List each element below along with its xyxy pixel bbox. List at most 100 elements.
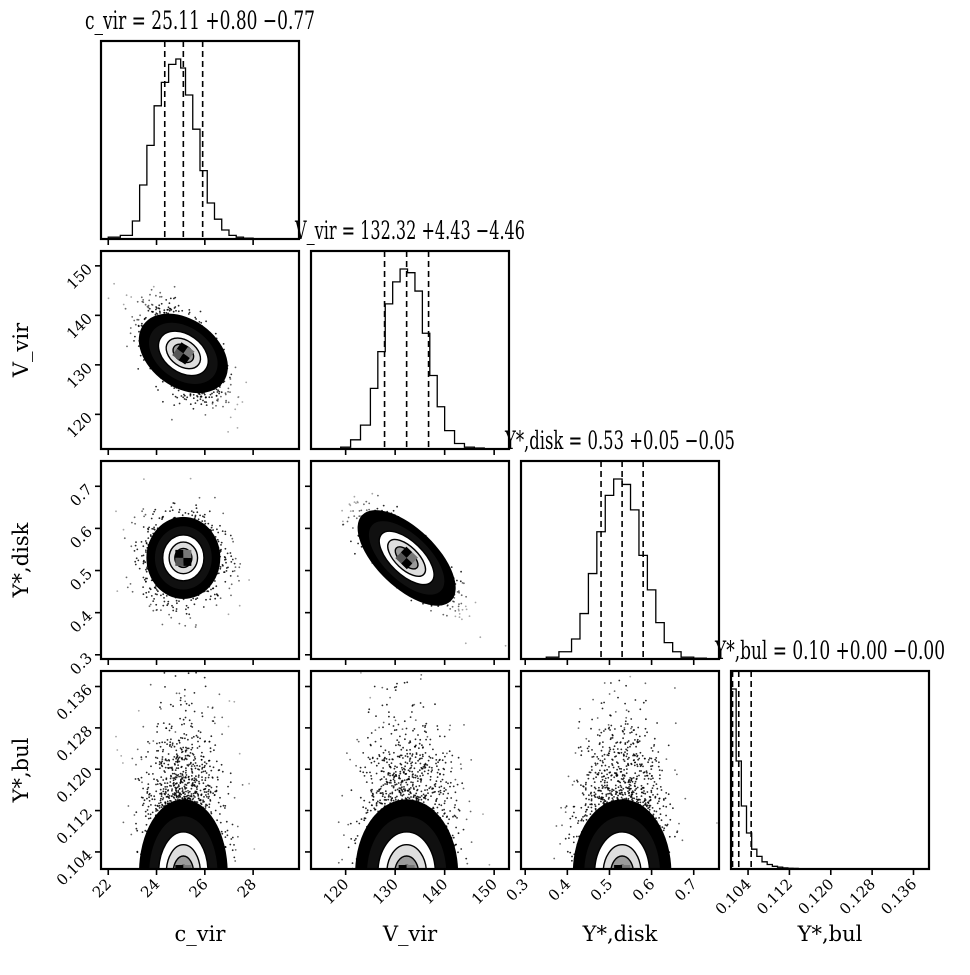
sample-point [185,776,187,778]
sample-point [230,535,232,537]
sample-point [179,403,181,405]
sample-point [195,598,197,600]
sample-point [201,771,203,773]
sample-point [225,402,227,404]
sample-point [124,537,126,539]
sample-point [203,796,205,798]
sample-point [208,789,210,791]
sample-point [211,393,213,395]
sample-point [228,402,230,404]
sample-point [113,283,115,285]
sample-point [171,419,173,421]
sample-point [224,571,226,573]
sample-point [160,746,162,748]
sample-point [187,607,189,609]
sample-point [163,763,165,765]
sample-point [155,757,157,759]
sample-point [193,408,195,410]
sample-point [174,286,176,288]
sample-point [142,299,144,301]
sample-point [143,563,145,565]
sample-point [469,615,471,617]
sample-point [197,396,199,398]
sample-point [204,779,206,781]
sample-point [145,756,147,758]
sample-point [221,391,223,393]
sample-point [155,295,157,297]
sample-point [222,530,224,532]
sample-point [393,510,395,512]
sample-point [158,304,160,306]
sample-point [230,561,232,563]
sample-point [383,505,385,507]
sample-point [171,726,173,728]
sample-point [176,602,178,604]
sample-point [211,525,213,527]
sample-point [152,600,154,602]
sample-point [202,799,204,801]
sample-point [161,518,163,520]
sample-point [212,588,214,590]
sample-point [146,543,148,545]
sample-point [123,529,125,531]
peak-bin-1 [183,558,191,566]
sample-point [239,753,241,755]
sample-point [180,697,182,699]
sample-point [226,570,228,572]
sample-point [173,756,175,758]
sample-point [166,595,168,597]
sample-point [194,603,196,605]
sample-point [230,374,232,376]
sample-point [137,301,139,303]
sample-point [208,774,210,776]
sample-point [146,792,148,794]
sample-point [205,599,207,601]
sample-point [116,590,118,592]
sample-point [195,762,197,764]
panel-frame [731,671,929,869]
sample-point [224,531,226,533]
sample-point [173,797,175,799]
sample-point [191,765,193,767]
sample-point [182,751,184,753]
sample-point [182,789,184,791]
sample-point [153,511,155,513]
sample-point [132,591,134,593]
sample-point [166,309,168,311]
sample-point [505,645,507,647]
sample-point [188,513,190,515]
sample-point [216,761,218,763]
sample-point [171,746,173,748]
histogram-Y_bul [731,689,824,869]
sample-point [206,590,208,592]
sample-point [168,614,170,616]
panel-title-Y_bul: Υ*,bul = 0.10 +0.00 −0.00 [714,636,945,665]
hist-panel-c_vir [101,41,299,239]
sample-point [148,796,150,798]
sample-point [199,497,201,499]
sample-point [201,520,203,522]
sample-point [148,300,150,302]
sample-point [135,545,137,547]
sample-point [174,306,176,308]
sample-point [174,503,176,505]
sample-point [148,591,150,593]
sample-point [212,403,214,405]
sample-point [377,508,379,510]
sample-point [170,738,172,740]
sample-point [350,541,352,543]
density-panel-Y_disk-vs-V_vir [341,493,506,647]
sample-point [358,515,360,517]
sample-point [165,299,167,301]
sample-point [184,689,186,691]
sample-point [153,527,155,529]
sample-point [232,541,234,543]
sample-point [186,774,188,776]
sample-point [149,743,151,745]
sample-point [170,506,172,508]
sample-point [341,510,343,512]
sample-point [218,541,220,543]
sample-point [206,772,208,774]
sample-point [185,755,187,757]
sample-point [203,782,205,784]
